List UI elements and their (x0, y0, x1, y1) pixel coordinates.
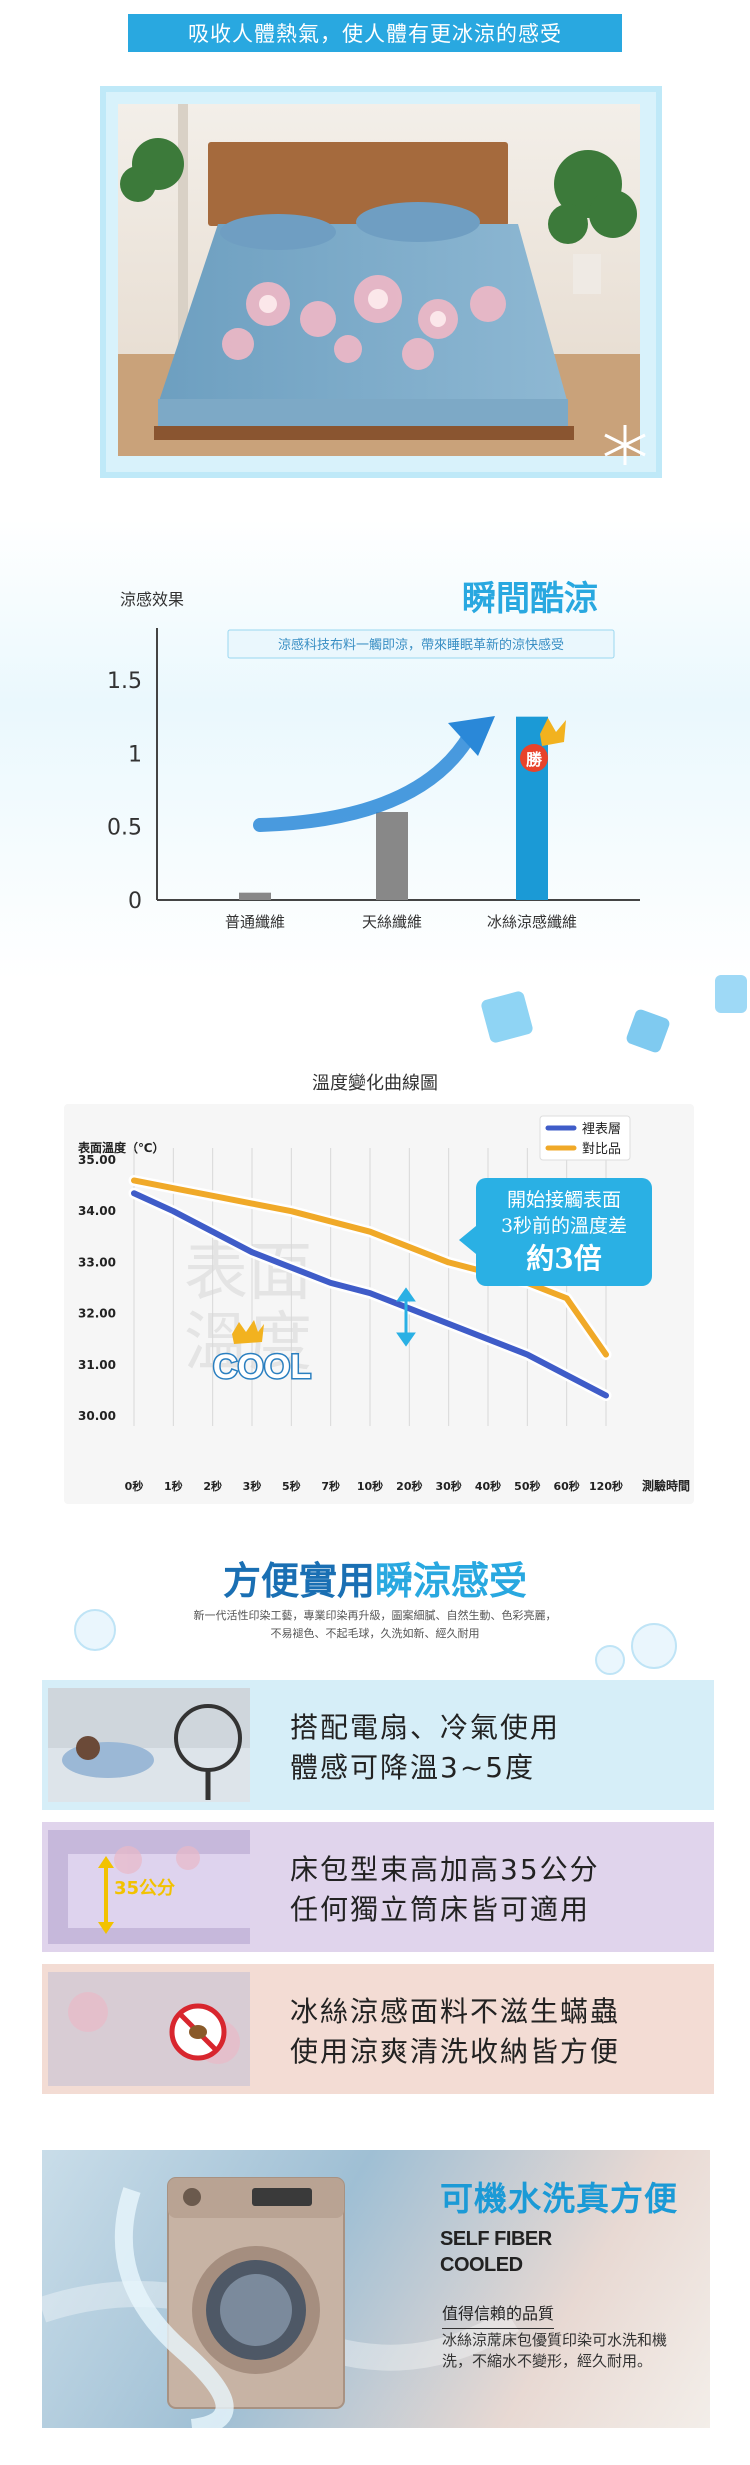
feature-line2: 使用涼爽清洗收納皆方便 (290, 2035, 621, 2068)
features-subtitle: 新一代活性印染工藝，專業印染再升級，圖案細膩、自然生動、色彩亮麗， 不易褪色、不… (130, 1607, 620, 1643)
callout-line3: 約3倍 (526, 1242, 601, 1275)
y-tick-label: 31.00 (78, 1358, 116, 1372)
chart-title: 瞬間酷涼 (462, 579, 598, 619)
winner-badge (520, 744, 548, 772)
tagline-box (227, 629, 615, 659)
washer-title: 可機水洗真方便 (440, 2179, 678, 2218)
height-badge: 35公分 (114, 1878, 176, 1899)
subtitle-line: 不易褪色、不起毛球，久洗如新、經久耐用 (270, 1627, 480, 1640)
x-tick-label: 2秒 (203, 1479, 222, 1493)
bedroom-photo (118, 104, 640, 456)
x-tick-label: 3秒 (243, 1479, 262, 1493)
bubble-decoration (595, 1623, 677, 1675)
cooling-bar-chart: 瞬間酷涼 涼感科技布料一觸即涼，帶來睡眠革新的涼快感受 涼感效果 0 0.5 1 1.… (107, 579, 640, 931)
bar-1 (239, 892, 271, 900)
x-tick-label: 30秒 (436, 1479, 462, 1493)
bubble-decoration (74, 1609, 116, 1651)
callout-line2: 3秒前的溫度差 (501, 1215, 627, 1237)
x-tick-label: 40秒 (475, 1479, 501, 1493)
x-tick-label: 50秒 (514, 1479, 540, 1493)
feature-card-mites: 冰絲涼感面料不滋生蟎蟲 使用涼爽清洗收納皆方便 (42, 1964, 714, 2094)
cooling-chart-section (0, 520, 750, 980)
crown-icon (540, 718, 566, 746)
bar-2 (376, 812, 408, 900)
y-tick-label: 0.5 (107, 816, 142, 841)
x-tick-label: 天絲纖維 (362, 913, 422, 931)
y-tick-label: 1.5 (107, 669, 142, 694)
y-tick-label: 30.00 (78, 1409, 116, 1423)
fabric-photo (48, 1972, 250, 2086)
feature-line1: 冰絲涼感面料不滋生蟎蟲 (290, 1995, 621, 2028)
feature-line1: 搭配電扇、冷氣使用 (290, 1711, 561, 1744)
brand-line2: COOLED (440, 2254, 523, 2276)
callout-pointer (459, 1226, 476, 1254)
feature-line1: 床包型束高加高35公分 (290, 1853, 600, 1886)
callout-line1: 開始接觸表面 (507, 1189, 621, 1211)
x-tick-label: 冰絲涼感纖維 (487, 913, 577, 931)
x-tick-label: 5秒 (282, 1479, 301, 1493)
legend-label-series2: 對比品 (582, 1142, 621, 1157)
y-tick-label: 34.00 (78, 1204, 116, 1218)
x-tick-label: 普通纖維 (225, 913, 285, 931)
arrow-head (448, 716, 495, 756)
y-tick-label: 35.00 (78, 1153, 116, 1167)
legend-label-series1: 裡表層 (582, 1122, 621, 1137)
ice-cubes-decoration (481, 975, 747, 1053)
x-tick-label: 120秒 (589, 1479, 623, 1493)
y-tick-label: 0 (128, 889, 142, 914)
callout-box (476, 1178, 652, 1286)
crown-icon (232, 1320, 264, 1344)
feature-line2: 任何獨立筒床皆可適用 (290, 1893, 591, 1926)
washer-section (42, 2150, 710, 2428)
line-chart-caption: 溫度變化曲線圖 (312, 1073, 438, 1094)
x-tick-label: 60秒 (554, 1479, 580, 1493)
winner-badge-text: 勝 (526, 750, 543, 769)
hero-banner: 吸收人體熱氣，使人體有更冰涼的感受 (128, 14, 622, 52)
difference-arrow (396, 1287, 416, 1347)
quality-label: 值得信賴的品質 (442, 2300, 555, 2329)
washing-machine-illustration (42, 2177, 519, 2428)
x-tick-label: 1秒 (164, 1479, 183, 1493)
temperature-line-chart: 表面 溫度 表面溫度（℃） 35.0034.0033.0032.0031.003… (77, 1115, 690, 1493)
cool-label: COOL (213, 1348, 311, 1386)
trend-arrow (253, 728, 477, 832)
x-tick-label: 7秒 (321, 1479, 340, 1493)
features-title: 方便實用瞬涼感受 (222, 1558, 528, 1603)
feature-card-fan: 搭配電扇、冷氣使用 體感可降溫3~5度 (42, 1680, 714, 1810)
y-axis-label: 表面溫度（℃） (77, 1140, 165, 1155)
feature-card-height: 35公分 床包型束高加高35公分 任何獨立筒床皆可適用 (42, 1822, 714, 1952)
brand-line1: SELF FIBER (440, 2228, 552, 2250)
x-tick-label: 10秒 (357, 1479, 383, 1493)
subtitle-line: 新一代活性印染工藝，專業印染再升級，圖案細膩、自然生動、色彩亮麗， (193, 1609, 557, 1622)
washer-description: 冰絲涼蓆床包優質印染可水洗和機洗，不縮水不變形，經久耐用。 (442, 2331, 668, 2370)
fan-photo (48, 1688, 250, 1802)
line-chart-card (64, 1104, 694, 1504)
y-tick-label: 33.00 (78, 1255, 116, 1269)
chart-tagline: 涼感科技布料一觸即涼，帶來睡眠革新的涼快感受 (278, 637, 564, 653)
x-axis-label: 測驗時間 (642, 1478, 690, 1493)
mattress-photo (48, 1830, 250, 1944)
series-line-1 (131, 1190, 609, 1399)
x-tick-label: 20秒 (396, 1479, 422, 1493)
feature-line2: 體感可降溫3~5度 (290, 1751, 536, 1784)
y-axis-label: 涼感效果 (120, 590, 184, 609)
snowflake-icon (604, 425, 646, 465)
y-tick-label: 32.00 (78, 1307, 116, 1321)
x-tick-label: 0秒 (125, 1479, 144, 1493)
y-tick-label: 1 (128, 742, 142, 767)
